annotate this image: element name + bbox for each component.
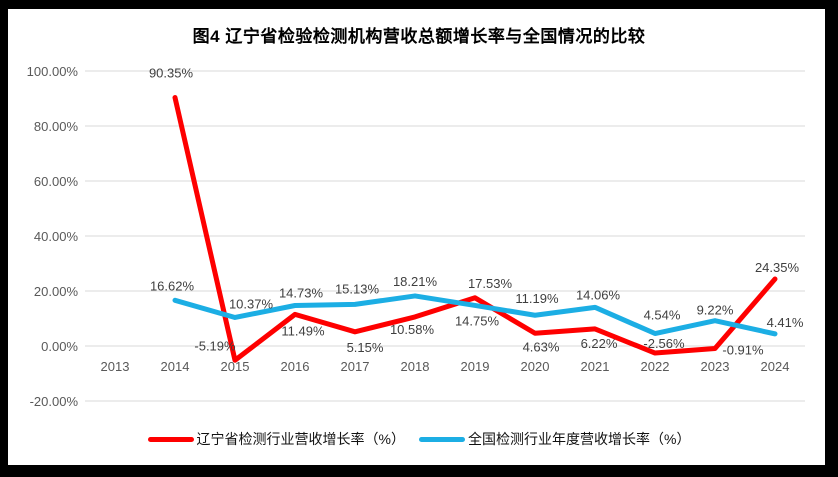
data-point-label: 15.13% <box>335 281 380 296</box>
series-line-liaoning <box>172 95 778 363</box>
legend-label-liaoning: 辽宁省检测行业营收增长率（%） <box>196 431 405 447</box>
x-axis-tick-label: 2022 <box>641 359 670 374</box>
y-axis-tick-label: 0.00% <box>41 339 78 354</box>
data-point-label: -2.56% <box>643 336 685 351</box>
x-axis-tick-label: 2020 <box>521 359 550 374</box>
x-axis-tick-label: 2014 <box>161 359 190 374</box>
x-axis-tick-label: 2017 <box>341 359 370 374</box>
data-point-label: -5.19% <box>194 338 236 353</box>
y-axis-tick-label: 100.00% <box>27 64 79 79</box>
legend-label-national: 全国检测行业年度营收增长率（%） <box>468 431 691 447</box>
data-point-label: 24.35% <box>755 260 800 275</box>
x-axis-tick-label: 2024 <box>761 359 790 374</box>
data-point-label: 14.06% <box>576 287 621 302</box>
data-point-label: 10.58% <box>390 322 435 337</box>
data-point-label: 10.37% <box>229 296 274 311</box>
x-axis-tick-label: 2016 <box>281 359 310 374</box>
data-point-label: 18.21% <box>393 274 438 289</box>
chart-title: 图4 辽宁省检验检测机构营收总额增长率与全国情况的比较 <box>192 27 646 46</box>
data-point-label: 90.35% <box>149 66 194 81</box>
data-point-label: 14.75% <box>455 313 500 328</box>
y-axis-tick-label: 60.00% <box>34 174 79 189</box>
data-point-label: 17.53% <box>468 276 513 291</box>
data-point-label: 4.63% <box>523 339 560 354</box>
legend-line-red-icon <box>147 436 194 442</box>
y-axis-tick-label: 40.00% <box>34 229 79 244</box>
y-axis-tick-label: 20.00% <box>34 284 79 299</box>
data-point-label: 16.62% <box>150 278 195 293</box>
series-line-national <box>172 293 778 337</box>
data-point-label: 14.73% <box>279 285 324 300</box>
y-axis-tick-label: -20.00% <box>30 394 79 409</box>
x-axis-tick-label: 2019 <box>461 359 490 374</box>
data-point-label: 5.15% <box>347 340 384 355</box>
x-axis-tick-label: 2018 <box>401 359 430 374</box>
x-axis-tick-label: 2015 <box>221 359 250 374</box>
data-point-label: 9.22% <box>697 303 734 318</box>
data-point-label: 4.54% <box>644 308 681 323</box>
legend-item-liaoning: 辽宁省检测行业营收增长率（%） <box>147 429 405 449</box>
data-point-label: 4.41% <box>767 315 804 330</box>
x-axis-tick-label: 2013 <box>101 359 130 374</box>
data-point-label: 11.19% <box>515 291 559 306</box>
data-point-label: 6.22% <box>581 336 618 351</box>
x-axis-tick-label: 2023 <box>701 359 730 374</box>
x-axis-tick-label: 2021 <box>581 359 610 374</box>
y-axis-tick-label: 80.00% <box>34 119 79 134</box>
data-point-label: 11.49% <box>281 323 325 338</box>
legend-line-blue-icon <box>419 436 465 442</box>
legend-item-national: 全国检测行业年度营收增长率（%） <box>419 429 690 449</box>
chart-legend: 辽宁省检测行业营收增长率（%） 全国检测行业年度营收增长率（%） <box>0 429 838 449</box>
data-point-label: -0.91% <box>722 343 764 358</box>
